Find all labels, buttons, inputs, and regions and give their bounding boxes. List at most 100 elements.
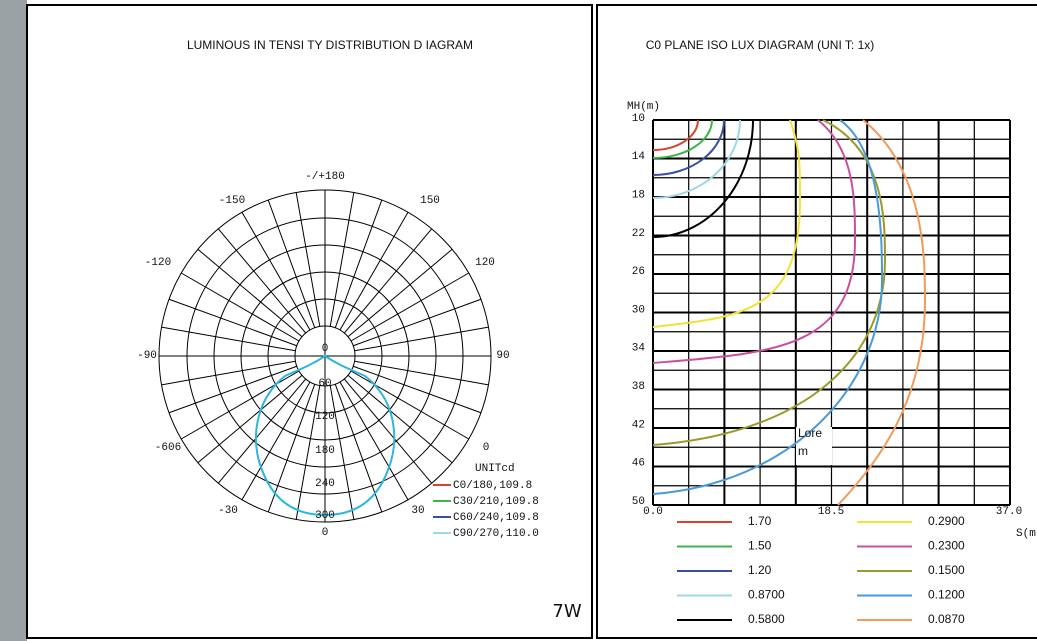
spoke — [354, 360, 489, 386]
iso-curves — [652, 119, 927, 506]
spoke — [339, 211, 409, 331]
spoke — [334, 199, 383, 328]
spoke — [295, 385, 321, 520]
legend-label: C30/210,109.8 — [453, 496, 539, 508]
legend-label: 0.8700 — [748, 588, 785, 602]
legend-label: 0.5800 — [748, 612, 785, 626]
iso-curve — [652, 119, 884, 495]
radial-label: 300 — [315, 510, 335, 522]
iso-curve — [652, 119, 857, 364]
spoke — [295, 192, 321, 327]
iso-curve — [652, 119, 741, 199]
x-label: 18.5 — [818, 506, 844, 518]
legend-label: 0.1500 — [928, 563, 965, 577]
angle-label: -30 — [218, 505, 238, 517]
y-label: 34 — [632, 343, 646, 355]
labels: LUMINOUS IN TENSI TY DISTRIBUTION D IAGR… — [137, 38, 1036, 626]
polar-grid — [158, 189, 492, 523]
spoke — [168, 365, 297, 414]
legend-label: 1.20 — [748, 563, 772, 577]
legend-title: UNITcd — [475, 463, 515, 475]
spoke — [350, 272, 470, 342]
panel-title: C0 PLANE ISO LUX DIAGRAM (UNI T: 1x) — [646, 38, 875, 52]
angle-label: -606 — [155, 442, 181, 454]
spoke — [217, 378, 307, 484]
right-panel — [596, 4, 1037, 639]
angle-label: -90 — [137, 350, 157, 362]
power-label: 7W — [552, 601, 581, 622]
angle-label: -150 — [219, 195, 245, 207]
y-label: 26 — [632, 266, 645, 278]
axis-label: S(m — [1016, 528, 1036, 540]
radial-label: 60 — [318, 378, 331, 390]
spoke — [217, 228, 307, 334]
annotation: m — [798, 444, 808, 458]
y-label: 38 — [632, 381, 645, 393]
spoke — [180, 272, 300, 342]
legend-label: 1.70 — [748, 514, 772, 528]
background-photo — [0, 0, 27, 641]
y-label: 46 — [632, 458, 645, 470]
iso-grid — [652, 119, 1011, 506]
angle-label: -120 — [145, 257, 171, 269]
legend-label: C90/270,110.0 — [453, 528, 539, 540]
legend-label: 0.2900 — [928, 514, 965, 528]
iso-curve — [837, 119, 927, 506]
legend-label: C0/180,109.8 — [453, 480, 532, 492]
y-label: 22 — [632, 228, 645, 240]
spoke — [267, 384, 316, 513]
iso-curve — [652, 119, 725, 176]
iso-curve — [652, 119, 754, 238]
spoke — [241, 381, 311, 501]
y-label: 14 — [632, 151, 646, 163]
spoke — [180, 370, 300, 440]
angle-label: 0 — [322, 527, 329, 539]
axis-label: MH(m) — [627, 101, 660, 113]
annotation: Lore — [798, 426, 822, 440]
left-panel — [26, 4, 593, 639]
spoke — [161, 326, 296, 352]
spoke — [334, 384, 383, 513]
iso-curve — [652, 119, 713, 159]
angle-label: 120 — [475, 257, 495, 269]
spoke — [347, 374, 453, 464]
x-label: 0.0 — [643, 506, 663, 518]
angle-label: 150 — [420, 195, 440, 207]
spoke — [343, 378, 433, 484]
spoke — [353, 298, 482, 347]
legend-label: 0.0870 — [928, 612, 965, 626]
spoke — [161, 360, 296, 386]
intensity-curve — [255, 354, 396, 517]
spoke — [329, 385, 355, 520]
y-label: 42 — [632, 419, 645, 431]
radial-label: 180 — [315, 445, 335, 457]
iso-curve — [652, 119, 802, 328]
x-label: 37.0 — [996, 506, 1022, 518]
angle-label: -/+180 — [305, 171, 345, 183]
spoke — [354, 326, 489, 352]
y-label: 10 — [632, 113, 645, 125]
spoke — [339, 381, 409, 501]
spoke — [168, 298, 297, 347]
y-label: 50 — [632, 496, 645, 508]
spoke — [329, 192, 355, 327]
spoke — [241, 211, 311, 331]
spoke — [350, 370, 470, 440]
angle-label: 0 — [483, 442, 490, 454]
iso-curve — [652, 119, 699, 151]
panel-title: LUMINOUS IN TENSI TY DISTRIBUTION D IAGR… — [187, 38, 473, 52]
legend-label: C60/240,109.8 — [453, 512, 539, 524]
spoke — [343, 228, 433, 334]
y-label: 18 — [632, 190, 645, 202]
annotation-box — [796, 427, 832, 465]
angle-label: 30 — [411, 505, 424, 517]
legend-label: 0.2300 — [928, 539, 965, 553]
spoke — [197, 248, 303, 338]
radial-label: 0 — [322, 343, 329, 355]
spoke — [353, 365, 482, 414]
angle-label: 90 — [496, 350, 509, 362]
spoke — [197, 374, 303, 464]
legend-label: 1.50 — [748, 539, 772, 553]
